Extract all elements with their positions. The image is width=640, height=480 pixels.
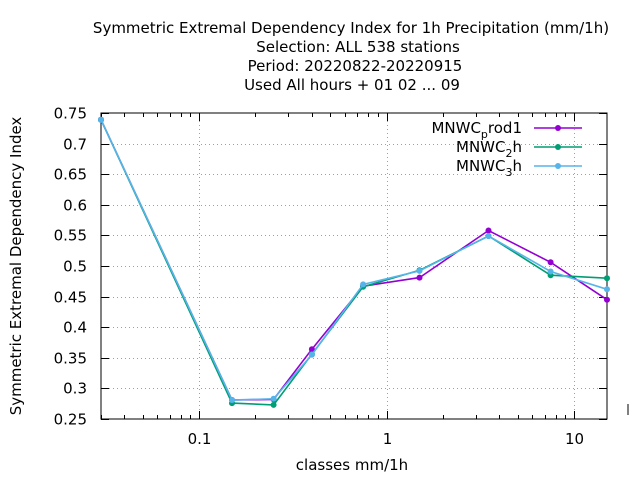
data-point (308, 346, 315, 353)
legend-swatch-point (555, 125, 561, 131)
x-tick-label: 10 (565, 430, 584, 448)
legend-label: MNWC2h (456, 138, 522, 160)
y-tick-label: 0.7 (63, 136, 87, 154)
data-point (485, 233, 492, 239)
data-point (229, 397, 235, 403)
y-tick-label: 0.4 (63, 319, 87, 337)
series-1 (98, 116, 610, 403)
title-line-4: Used All hours + 01 02 ... 09 (244, 76, 460, 94)
data-point (485, 227, 492, 234)
y-tick-label: 0.6 (63, 197, 87, 215)
legend-label: MNWC3h (456, 157, 522, 179)
data-point (547, 259, 554, 266)
y-tick-label: 0.25 (54, 411, 87, 429)
legend-item: MNWC2h (456, 138, 582, 160)
y-tick-label: 0.55 (54, 227, 87, 245)
title-line-1: Symmetric Extremal Dependency Index for … (93, 19, 609, 37)
y-axis-label: Symmetric Extremal Dependency Index (7, 117, 25, 416)
y-tick-labels: 0.25 0.3 0.35 0.4 0.45 0.5 0.55 0.6 0.65 0.7 0.75 (54, 105, 87, 429)
y-tick-label: 0.75 (54, 105, 87, 123)
legend-label: MNWCprod1 (431, 119, 522, 141)
y-tick-label: 0.65 (54, 166, 87, 184)
data-point (416, 274, 423, 281)
data-point (604, 275, 610, 282)
data-series (98, 116, 610, 408)
title-line-2: Selection: ALL 538 stations (256, 38, 460, 56)
y-tick-label: 0.45 (54, 289, 87, 307)
data-point (604, 296, 610, 303)
data-point (604, 286, 610, 293)
data-point (547, 268, 554, 275)
data-point (308, 351, 315, 358)
data-point (270, 395, 277, 402)
y-tick-label: 0.3 (63, 380, 87, 398)
grid-lines (101, 113, 607, 419)
series-line (100, 119, 608, 401)
legend-swatch-point (555, 144, 561, 150)
legend-swatch-point (555, 163, 561, 169)
y-tick-label: 0.5 (63, 258, 87, 276)
data-point (270, 401, 277, 408)
data-point (98, 116, 104, 123)
data-point (416, 267, 423, 274)
series-3 (98, 116, 610, 403)
x-tick-label: 1 (383, 430, 393, 448)
title-line-3: Period: 20220822-20220915 (248, 57, 463, 75)
series-line (100, 119, 608, 406)
y-tick-label: 0.35 (54, 350, 87, 368)
chart-title: Symmetric Extremal Dependency Index for … (93, 19, 609, 94)
x-tick-labels: 0.1 1 10 (188, 430, 584, 448)
legend-item: MNWC3h (456, 157, 582, 179)
legend-item: MNWCprod1 (431, 119, 582, 141)
x-axis-label: classes mm/1h (296, 456, 408, 474)
data-point (360, 281, 367, 288)
x-tick-label: 0.1 (188, 430, 212, 448)
axis-ticks (101, 113, 607, 420)
